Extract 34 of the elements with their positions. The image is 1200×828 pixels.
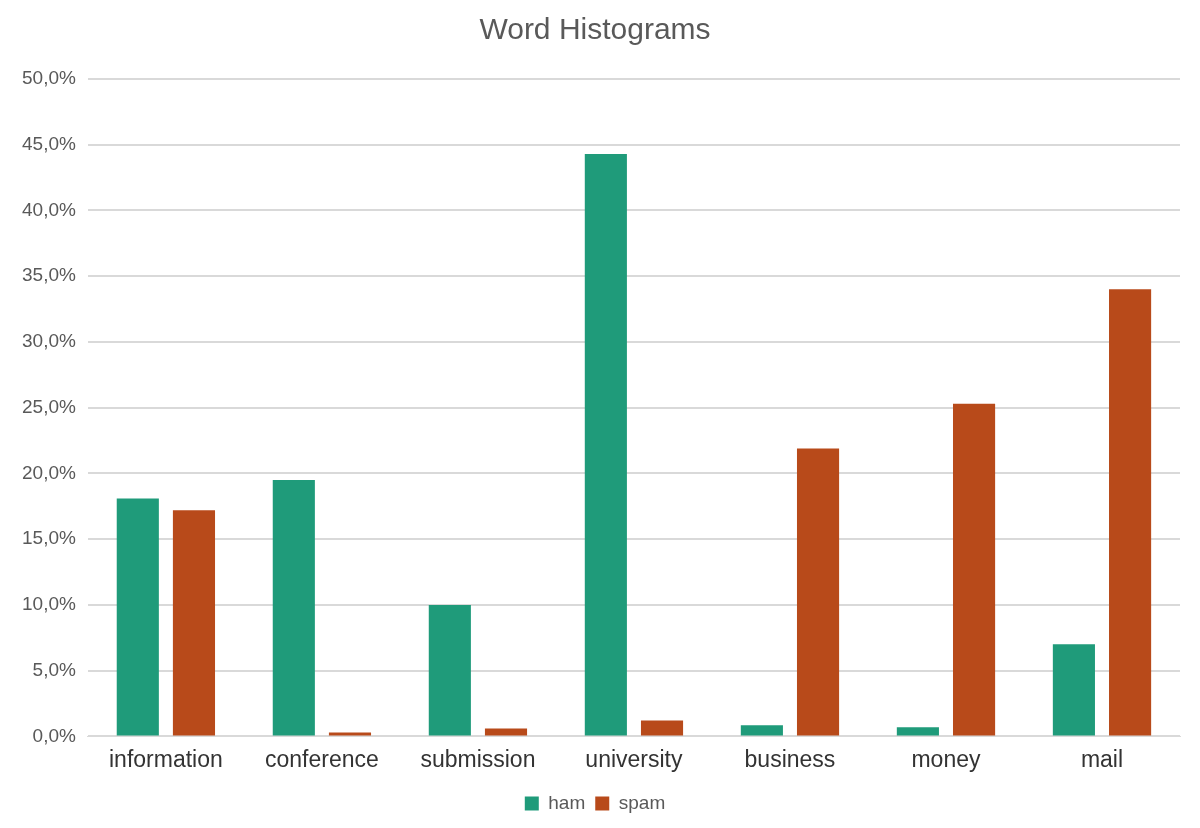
- bar: [1109, 289, 1152, 736]
- y-tick-label: 0,0%: [32, 724, 76, 746]
- y-tick-label: 30,0%: [22, 330, 76, 352]
- bar: [952, 403, 996, 736]
- x-tick-label: conference: [264, 745, 379, 772]
- y-tick-label: 35,0%: [22, 264, 76, 286]
- y-tick-label: 45,0%: [22, 132, 76, 154]
- bar: [428, 604, 471, 736]
- x-tick-label: information: [108, 745, 223, 772]
- bar: [272, 480, 315, 736]
- bar: [328, 732, 372, 736]
- bar: [896, 727, 939, 736]
- x-tick-label: business: [744, 745, 836, 772]
- legend-label: spam: [618, 791, 666, 813]
- bar: [172, 510, 216, 736]
- y-tick-label: 25,0%: [22, 395, 76, 417]
- bar: [640, 720, 684, 736]
- y-tick-label: 20,0%: [22, 461, 76, 483]
- legend-label: ham: [548, 791, 586, 813]
- bar: [116, 498, 159, 736]
- y-tick-label: 10,0%: [22, 593, 76, 615]
- y-tick-label: 40,0%: [22, 198, 76, 220]
- bar: [796, 448, 840, 736]
- x-tick-label: money: [911, 745, 981, 772]
- bar: [1052, 644, 1095, 736]
- bar: [584, 153, 627, 736]
- bar: [740, 725, 783, 736]
- x-tick-label: mail: [1080, 745, 1124, 772]
- x-tick-label: university: [585, 745, 683, 772]
- y-tick-label: 5,0%: [32, 658, 76, 680]
- y-tick-label: 50,0%: [22, 67, 76, 89]
- y-tick-label: 15,0%: [22, 527, 76, 549]
- chart-title: Word Histograms: [479, 12, 711, 46]
- x-tick-label: submission: [420, 745, 536, 772]
